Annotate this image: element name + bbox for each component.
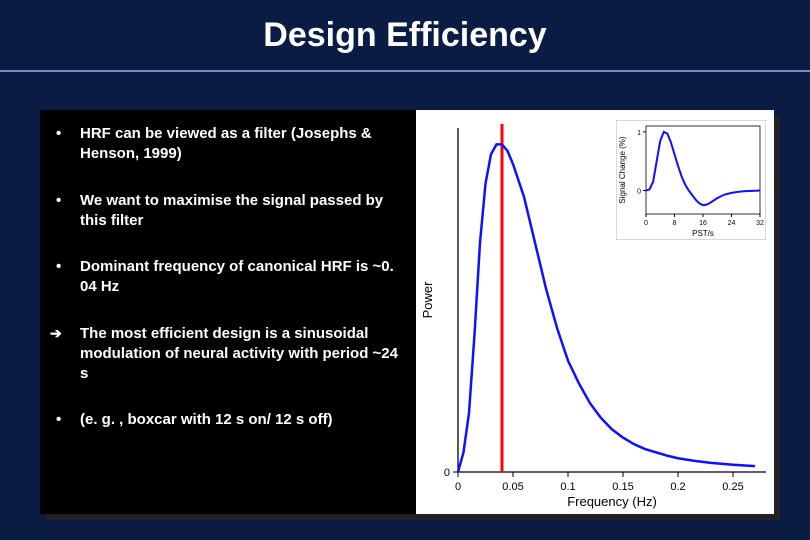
slide-header: Design Efficiency	[0, 0, 810, 72]
svg-text:Power: Power	[420, 281, 435, 319]
content-area: HRF can be viewed as a filter (Josephs &…	[40, 110, 774, 514]
svg-text:8: 8	[673, 220, 677, 227]
svg-text:0.05: 0.05	[502, 481, 523, 493]
svg-text:Frequency (Hz): Frequency (Hz)	[567, 494, 657, 509]
hrf-inset-plot: 0 8 16 24 32 0 1 PST/s Signal Change (%)	[616, 120, 766, 240]
svg-text:0: 0	[637, 189, 641, 196]
chart-column: 00.050.10.150.20.250Frequency (Hz)Power …	[416, 110, 774, 514]
bullet-item-arrow: The most efficient design is a sinusoida…	[54, 324, 406, 385]
svg-text:0.25: 0.25	[722, 481, 743, 493]
svg-text:0.2: 0.2	[670, 481, 685, 493]
slide-title: Design Efficiency	[263, 16, 546, 55]
svg-text:0.1: 0.1	[560, 481, 575, 493]
svg-text:16: 16	[699, 220, 707, 227]
bullet-list: HRF can be viewed as a filter (Josephs &…	[54, 124, 406, 431]
bullet-item: Dominant frequency of canonical HRF is ~…	[54, 257, 406, 298]
bullet-item: (e. g. , boxcar with 12 s on/ 12 s off)	[54, 410, 406, 430]
bullet-item: HRF can be viewed as a filter (Josephs &…	[54, 124, 406, 165]
svg-text:0.15: 0.15	[612, 481, 633, 493]
panel: HRF can be viewed as a filter (Josephs &…	[40, 110, 774, 514]
svg-text:0: 0	[644, 220, 648, 227]
svg-text:1: 1	[637, 130, 641, 137]
svg-text:0: 0	[455, 481, 461, 493]
svg-text:32: 32	[756, 220, 764, 227]
svg-text:Signal Change (%): Signal Change (%)	[618, 136, 627, 203]
svg-text:24: 24	[728, 220, 736, 227]
svg-text:0: 0	[444, 467, 450, 479]
text-column: HRF can be viewed as a filter (Josephs &…	[40, 110, 416, 514]
bullet-item: We want to maximise the signal passed by…	[54, 191, 406, 232]
svg-text:PST/s: PST/s	[692, 229, 714, 238]
